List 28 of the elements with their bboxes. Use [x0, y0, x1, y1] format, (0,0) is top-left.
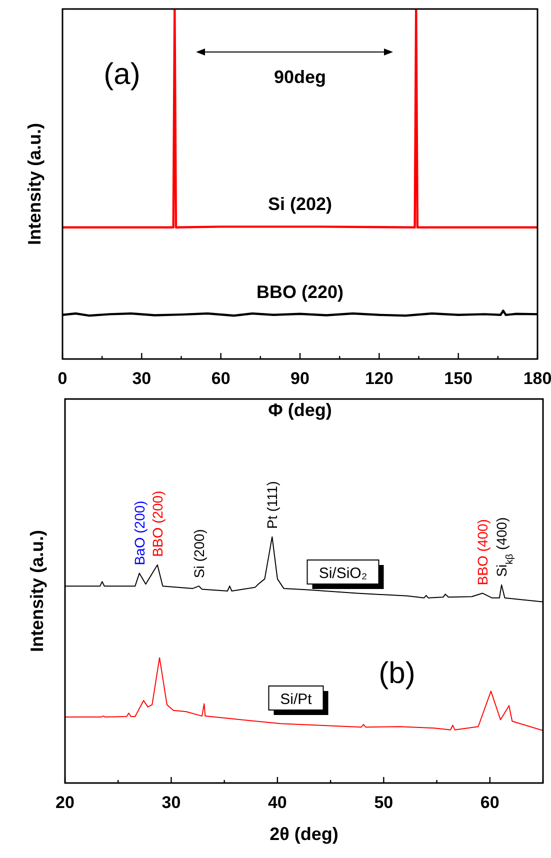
annotation: BBO (400) [474, 519, 490, 586]
x-tick-label: 90 [290, 369, 310, 388]
annotation: (b) [378, 657, 416, 690]
x-tick-label: 180 [523, 369, 551, 388]
series-label: BBO (220) [256, 282, 344, 302]
x-tick-label: 20 [56, 793, 74, 812]
y-axis-title: Intensity (a.u.) [27, 530, 47, 652]
x-tick-label: 40 [268, 793, 287, 812]
annotation: 90deg [274, 67, 326, 87]
annotation: Si (200) [190, 529, 207, 578]
x-tick-label: 30 [162, 793, 181, 812]
series-label: Si (202) [268, 194, 332, 214]
annotation: BaO (200) [131, 500, 148, 566]
y-axis-title: Intensity (a.u.) [24, 122, 44, 246]
x-axis-title: Φ (deg) [268, 400, 332, 420]
x-tick-label: 30 [132, 369, 152, 388]
series-label: Si/Pt [280, 691, 313, 708]
series-label: Si/SiO₂ [318, 565, 368, 582]
annotation: BBO (200) [149, 490, 166, 557]
annotation: Pt (111) [264, 481, 280, 529]
x-tick-label: 60 [480, 793, 500, 812]
x-tick-label: 150 [444, 369, 473, 388]
x-tick-label: 0 [58, 369, 68, 388]
x-axis-title: 2θ (deg) [270, 824, 338, 844]
x-tick-label: 60 [211, 369, 230, 388]
x-tick-label: 120 [364, 369, 394, 388]
x-tick-label: 50 [374, 793, 394, 812]
annotation: (a) [104, 58, 140, 91]
